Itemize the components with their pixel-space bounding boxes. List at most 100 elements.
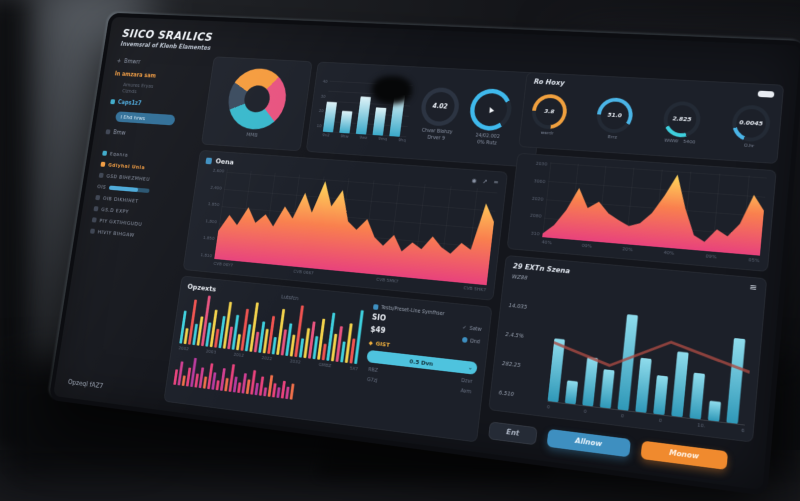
stats-xtick: 0 <box>583 409 587 415</box>
sidebar-item-label: Caps1z7 <box>117 99 141 107</box>
menu-icon[interactable]: ≡ <box>493 179 499 186</box>
stat-value: 14.035 <box>508 302 551 313</box>
sidebar-item-gdlyhal[interactable]: Gdlyhal Unia <box>100 161 190 174</box>
stat-value: 282.25 <box>502 360 546 371</box>
gauge-4-label: O.hr <box>744 142 755 148</box>
gauge-3-value: 2.825 <box>672 115 691 123</box>
preset-icon <box>373 304 379 310</box>
gauge-3-label-2: WWW <box>664 137 679 143</box>
sidebar-note: Amures Eryas Ciznds <box>122 82 202 99</box>
dashboard-screen: SIICO SRAILICS Invemsral of Klenb Elamen… <box>49 13 800 496</box>
sidebar-item-active[interactable]: In amzara sam <box>114 71 203 82</box>
webcam <box>372 76 412 104</box>
app-icon <box>102 151 107 156</box>
sio-label: SIO <box>371 314 386 324</box>
gauge-small-label-2: Drver 9 <box>427 134 445 141</box>
donut-chart <box>225 67 290 131</box>
main-chart-title: Oena <box>215 158 234 167</box>
share-icon[interactable]: ➚ <box>482 178 488 185</box>
monow-button[interactable]: Monow <box>640 441 728 470</box>
toggle-pill[interactable] <box>758 91 775 98</box>
sidebar-item-bmw[interactable]: Bmw <box>105 129 194 141</box>
sidebar-footer: Opzeql fAZ7 <box>66 374 158 397</box>
sidebar-item-caps[interactable]: Caps1z7 <box>110 99 199 111</box>
sidebar-item-hiviy[interactable]: HIVIY BIHGAW <box>90 228 180 243</box>
gauge-small-value: 4.02 <box>432 102 448 110</box>
main-xtick: CVB 0667 <box>293 269 314 276</box>
eye-icon[interactable]: ◉ <box>471 177 477 184</box>
hamburger-icon[interactable]: ≡ <box>749 284 757 292</box>
sidebar-pill-button[interactable]: I Ehd hrws <box>115 111 176 125</box>
gauge-4-ring: 0.0045 <box>731 104 772 142</box>
gist-label: GIST <box>375 340 390 348</box>
allnow-button[interactable]: Allnow <box>547 429 631 458</box>
main-ytick: 2,600 <box>204 167 224 173</box>
sidebar-menu: Eqanra Gdlyhal Unia GSD BIHEZMHEU OIS OI… <box>89 145 192 247</box>
sidebar-item-bmwrr[interactable]: + Bmwrr <box>116 58 205 69</box>
price-label: $49 <box>370 326 386 336</box>
circle-icon <box>99 173 104 178</box>
progress-bar[interactable] <box>109 185 150 193</box>
mini-ytick: 40 <box>322 80 327 85</box>
toggle-dnd[interactable]: Dnd <box>462 337 481 345</box>
right-ytick: 3060 <box>522 177 545 184</box>
gauge-2-value: 51.0 <box>607 111 622 119</box>
stats-xtick: 0 <box>658 418 662 424</box>
ent-button[interactable]: Ent <box>488 421 538 445</box>
main-xtick: CVB 5MK7 <box>376 277 399 284</box>
main-xtick: CVB 06Y7 <box>213 261 233 268</box>
mini-xtick: 9n2 <box>322 133 330 138</box>
gauge-blue-block: ▲ 24/02.002 0% Rutz <box>466 88 514 147</box>
main-ytick: 1,850 <box>194 235 214 242</box>
opz-xtick: 5X7 <box>349 366 358 372</box>
gauge-2-label: Errz <box>608 134 618 140</box>
mini-xtick: 9hq <box>398 138 406 143</box>
gauge-4-value: 0.0045 <box>739 119 763 127</box>
doc-icon <box>95 195 100 200</box>
gauges-card: Ro Hoxy 3.8 werdr 51.0 Errz <box>518 72 784 164</box>
gauge-3-ring: 2.825 <box>662 100 702 138</box>
gauge-blue-label: 24/02.002 0% Rutz <box>474 132 500 147</box>
main-ytick: 1,850 <box>199 201 219 208</box>
gauge-blue-ring: ▲ <box>468 88 514 132</box>
side-label-dzvr: Dzvr <box>461 377 473 385</box>
dashboard: SIICO SRAILICS Invemsral of Klenb Elamen… <box>53 17 800 490</box>
stat-value: WZ88 <box>511 274 554 284</box>
grid-icon <box>90 229 95 234</box>
right-ytick: 310 <box>517 230 540 237</box>
stats-xtick: 0 <box>547 404 551 410</box>
gauge-3-label: 5400 <box>683 139 696 145</box>
sidebar-item-label: OIS <box>97 183 107 190</box>
gauge-1-label: werdr <box>540 130 554 136</box>
gauge-4: 0.0045 O.hr <box>730 104 771 149</box>
side-label-avm: Avm <box>460 388 471 396</box>
stat-value: 6.510 <box>498 390 542 402</box>
sidebar-item-label: GS.D EXPY <box>101 206 129 215</box>
right-xtick: 40% <box>663 250 674 256</box>
folder-icon <box>110 99 115 104</box>
mini-xtick: 9mq <box>378 137 387 142</box>
gauge-2: 51.0 Errz <box>594 97 634 141</box>
play-icon[interactable]: ▲ <box>487 105 494 114</box>
sidebar-item-label: HIVIY BIHGAW <box>97 229 135 239</box>
sidebar-item-label: In amzara sam <box>114 71 156 79</box>
sidebar-item-eqanra[interactable]: Eqanra <box>102 150 191 163</box>
opzexts-side-panel: Tests/Preset-Line Symfhser SIO ✓ Satw $4… <box>359 302 483 434</box>
sidebar-item-label: Bmw <box>113 129 126 136</box>
main-ytick: 2,400 <box>202 184 222 191</box>
toggle-satw[interactable]: ✓ Satw <box>462 324 482 332</box>
dot-icon <box>105 129 110 134</box>
gauge-1: 3.8 werdr <box>529 93 568 136</box>
chevron-down-icon: ⌄ <box>468 365 473 372</box>
gauge-2-ring: 51.0 <box>595 97 634 134</box>
stats-bars-svg <box>547 277 756 426</box>
gauge-small-block: 4.02 Chvar Blahzy Drver 9 <box>417 86 461 142</box>
right-ytick: 2080 <box>519 212 542 219</box>
toggle-dnd-label: Dnd <box>470 338 481 345</box>
sidebar-item-label: GSD BIHEZMHEU <box>106 173 150 183</box>
